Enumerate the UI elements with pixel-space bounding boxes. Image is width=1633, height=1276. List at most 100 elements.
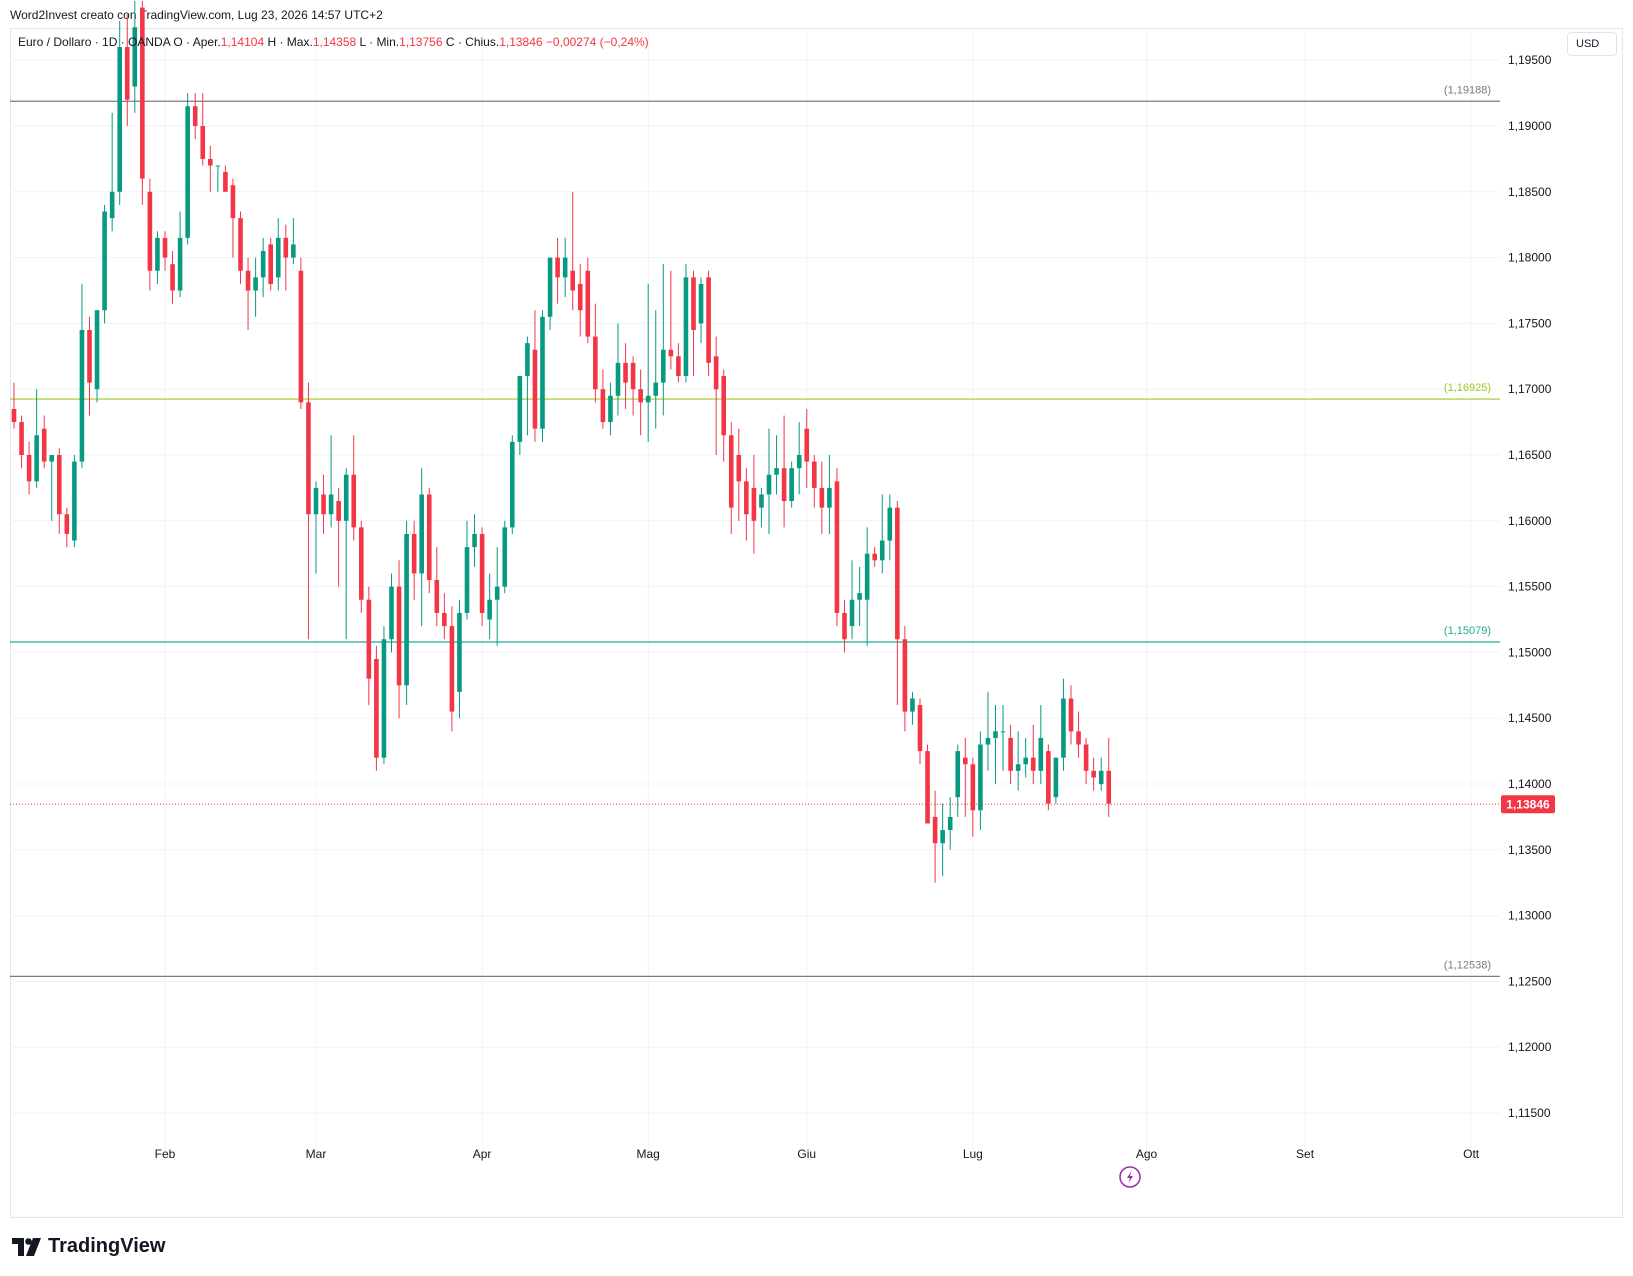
candle[interactable] [887,494,893,561]
candle[interactable] [1098,757,1104,791]
candle[interactable] [910,691,915,725]
candle[interactable] [185,93,190,245]
candle[interactable] [540,310,545,442]
candle[interactable] [26,441,32,495]
candle[interactable] [502,520,508,594]
candle[interactable] [691,270,696,377]
candle[interactable] [457,599,462,719]
candle[interactable] [411,520,417,600]
candle[interactable] [87,316,92,416]
candle[interactable] [932,790,938,883]
candle[interactable] [117,20,122,205]
candle[interactable] [744,468,749,541]
candle[interactable] [306,382,311,640]
candle[interactable] [11,382,17,429]
candle[interactable] [396,560,402,719]
candle[interactable] [970,757,976,837]
candle[interactable] [593,303,598,403]
candle[interactable] [389,573,394,653]
candle[interactable] [1023,737,1028,778]
candle[interactable] [336,487,341,587]
candle[interactable] [917,698,923,765]
candle[interactable] [577,264,583,337]
candle[interactable] [155,231,160,284]
candle[interactable] [208,145,213,192]
candle[interactable] [260,237,266,298]
candle[interactable] [419,468,424,627]
candle[interactable] [94,310,100,403]
candle[interactable] [230,178,236,258]
candle[interactable] [245,257,251,330]
candle[interactable] [253,257,258,317]
candle[interactable] [532,310,538,442]
candle[interactable] [464,520,470,620]
candle[interactable] [872,547,877,567]
candle[interactable] [426,487,432,594]
candle[interactable] [751,455,757,554]
candle[interactable] [721,369,726,462]
candle[interactable] [713,336,719,455]
candle[interactable] [993,705,998,784]
candle[interactable] [291,218,296,265]
candle[interactable] [72,455,77,548]
lightning-icon[interactable] [1119,1166,1141,1188]
candle[interactable] [842,599,847,653]
candle[interactable] [1053,757,1059,804]
candle[interactable] [978,731,983,831]
candle[interactable] [925,744,930,824]
candle[interactable] [223,165,228,192]
candle[interactable] [706,270,711,377]
candle[interactable] [472,514,477,567]
candle[interactable] [449,606,455,732]
candle[interactable] [676,343,681,383]
candle[interactable] [895,501,900,706]
candle[interactable] [147,178,153,291]
candle[interactable] [804,408,810,488]
candle[interactable] [374,645,379,771]
candle[interactable] [630,356,636,416]
candle[interactable] [940,803,945,877]
candle[interactable] [615,323,621,416]
candle[interactable] [49,455,55,521]
candle[interactable] [661,264,666,416]
candle[interactable] [653,310,659,429]
candle[interactable] [487,573,492,640]
candle[interactable] [1030,724,1036,784]
candle[interactable] [366,586,372,706]
candle[interactable] [1091,757,1096,791]
candle[interactable] [132,0,138,113]
candle[interactable] [736,428,742,521]
candle[interactable] [102,204,107,324]
candle[interactable] [275,218,281,291]
candle[interactable] [827,455,832,534]
candle[interactable] [321,474,326,534]
candle[interactable] [494,547,500,646]
candle[interactable] [1008,724,1013,784]
candle[interactable] [479,527,485,627]
candle[interactable] [268,237,273,291]
candle[interactable] [570,191,575,311]
candle[interactable] [434,547,440,627]
candle[interactable] [200,93,206,166]
candle[interactable] [547,257,553,330]
candle[interactable] [64,507,70,548]
candle[interactable] [1038,705,1044,784]
candle[interactable] [442,593,447,640]
candle[interactable] [985,691,991,771]
candle[interactable] [1083,737,1089,784]
candle[interactable] [759,487,764,528]
candle[interactable] [1061,678,1066,771]
candle[interactable] [963,737,968,817]
candle[interactable] [34,389,39,488]
candle[interactable] [1076,711,1081,758]
candle[interactable] [140,0,145,205]
candle[interactable] [902,626,908,732]
candle[interactable] [1015,731,1021,791]
candle[interactable] [343,468,349,640]
candle[interactable] [109,112,115,232]
candle[interactable] [789,461,794,508]
candle[interactable] [404,520,409,706]
candle[interactable] [562,237,568,298]
candle[interactable] [879,494,885,574]
candle[interactable] [683,264,689,383]
